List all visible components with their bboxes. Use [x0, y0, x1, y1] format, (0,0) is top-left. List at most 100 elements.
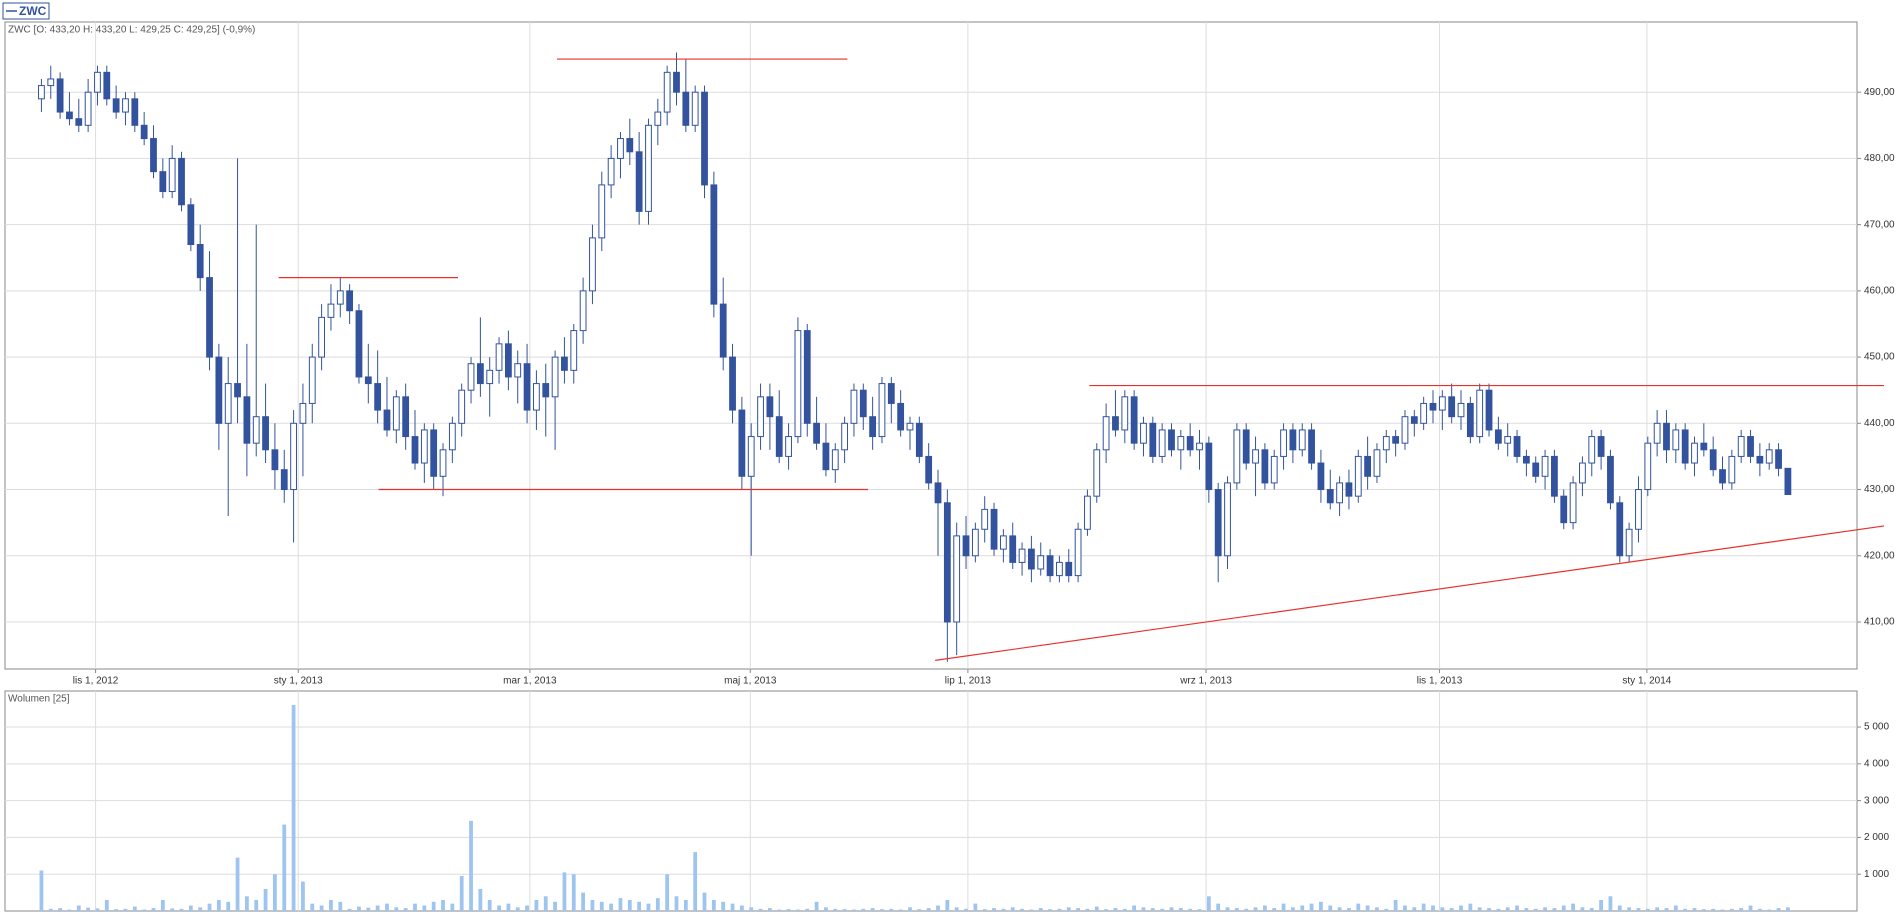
volume-bar — [1197, 909, 1202, 911]
volume-bar — [683, 899, 688, 911]
y-tick-label: 5 000 — [1864, 722, 1889, 733]
candle-body — [383, 409, 391, 431]
candle-body — [374, 383, 382, 411]
volume-bar — [534, 899, 539, 911]
candle-body — [364, 376, 372, 385]
volume-bar — [329, 899, 333, 911]
volume-bar — [1384, 908, 1389, 911]
candle-body — [1775, 449, 1782, 469]
candle-body — [1551, 455, 1558, 497]
volume-bar — [1524, 908, 1529, 911]
candle-body — [1364, 455, 1372, 477]
volume-bar — [1459, 905, 1463, 911]
volume-bar — [674, 896, 679, 911]
candle-body — [1158, 429, 1166, 457]
volume-bar — [1001, 908, 1006, 911]
y-tick-label: 1 000 — [1864, 869, 1889, 880]
volume-bar — [954, 907, 959, 911]
volume-bar — [1720, 909, 1725, 911]
volume-bar — [226, 901, 231, 911]
candle-body — [570, 330, 578, 371]
volume-bar — [1188, 908, 1193, 911]
candle-body — [1663, 422, 1670, 451]
candle-body — [1177, 436, 1185, 451]
volume-bar — [506, 903, 511, 911]
volume-bar — [301, 881, 305, 911]
volume-bar — [1262, 905, 1267, 911]
volume-bar — [76, 905, 81, 911]
volume-bar — [95, 908, 100, 911]
volume-bar — [235, 857, 240, 911]
candle-body — [187, 204, 195, 246]
volume-bar — [1561, 905, 1566, 911]
y-tick-label: 470,00 — [1864, 219, 1895, 230]
candle-body — [140, 124, 148, 140]
volume-bar — [310, 903, 315, 911]
candle-body — [934, 482, 942, 504]
candle-body — [915, 422, 923, 457]
candle-body — [607, 157, 615, 186]
y-tick-label: 460,00 — [1864, 286, 1895, 297]
candle-body — [598, 184, 606, 239]
candle-body — [1214, 489, 1222, 557]
candle-body — [1112, 416, 1119, 431]
volume-bar — [833, 908, 838, 911]
volume-bar — [1347, 908, 1351, 911]
volume-bar — [1543, 907, 1547, 911]
volume-bar — [170, 908, 175, 911]
y-tick-label: 4 000 — [1864, 758, 1889, 769]
candle-body — [1233, 429, 1241, 484]
volume-bar — [1291, 907, 1295, 911]
y-tick-label: 440,00 — [1864, 418, 1895, 429]
volume-bar — [1281, 903, 1286, 911]
candle-body — [280, 469, 288, 491]
volume-bar — [1403, 905, 1407, 911]
candle-body — [523, 363, 531, 411]
volume-bar — [1767, 909, 1772, 911]
candle-body — [1317, 462, 1325, 491]
volume-bar — [777, 909, 782, 911]
candle-body — [691, 91, 699, 126]
y-tick-label: 2 000 — [1864, 832, 1889, 843]
candle-body — [1065, 561, 1073, 577]
candle-body — [887, 383, 895, 404]
volume-bar — [1729, 908, 1734, 911]
volume-bar — [1505, 907, 1510, 911]
candle-body — [850, 389, 858, 424]
volume-bar — [385, 903, 389, 911]
candle-body — [533, 383, 540, 411]
candle-body — [299, 402, 307, 424]
candle-body — [1252, 449, 1259, 464]
volume-bar — [805, 908, 810, 911]
candle-body — [262, 416, 269, 451]
candle-body — [1168, 429, 1175, 451]
candle-body — [1046, 555, 1054, 577]
candle-body — [1653, 422, 1661, 444]
candle-body — [561, 356, 568, 371]
candle-body — [1130, 396, 1138, 444]
candle-body — [1765, 449, 1773, 464]
legend-label: ZWC — [19, 4, 47, 18]
volume-bar — [1701, 909, 1706, 911]
volume-bar — [422, 905, 427, 911]
volume-bar — [1636, 908, 1641, 911]
volume-bar — [898, 909, 903, 911]
candle-body — [495, 343, 503, 371]
candle-body — [1382, 436, 1390, 451]
y-tick-label: 410,00 — [1864, 617, 1895, 628]
candle-body — [402, 396, 410, 438]
candle-body — [701, 91, 708, 186]
volume-bar — [198, 907, 203, 911]
candle-body — [103, 71, 111, 100]
volume-bar — [497, 905, 501, 911]
volume-bar — [319, 905, 324, 911]
volume-bar — [1375, 907, 1379, 911]
candle-body — [1756, 455, 1764, 464]
candle-body — [551, 356, 559, 398]
candle-body — [439, 449, 447, 477]
candle-body — [775, 416, 783, 457]
volume-bar — [1169, 907, 1174, 911]
volume-bar — [637, 901, 642, 911]
candle-body — [1354, 455, 1362, 497]
